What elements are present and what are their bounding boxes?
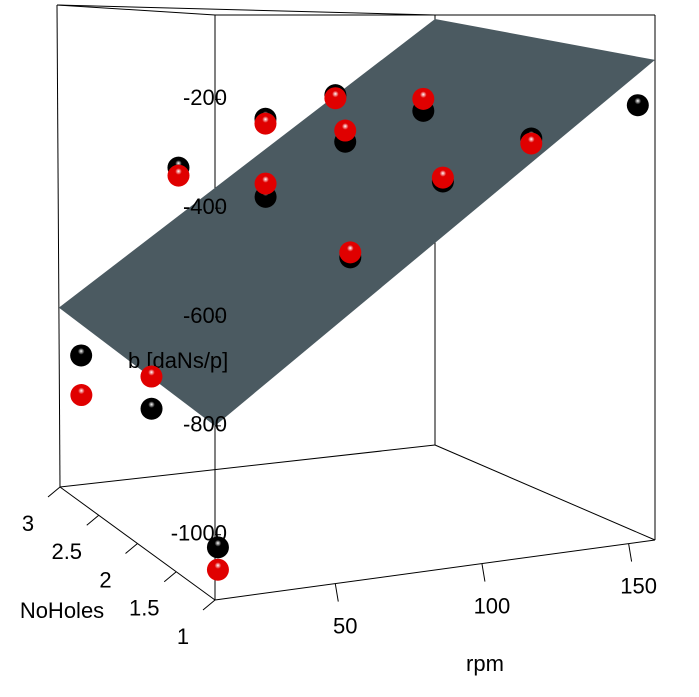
- y-tick: [163, 571, 177, 583]
- data-point: [206, 558, 229, 581]
- box-edge: [56, 4, 436, 16]
- data-point: [520, 132, 543, 155]
- data-point: [70, 344, 93, 367]
- z-tick-label: -200: [183, 85, 227, 110]
- box-edge: [56, 4, 216, 16]
- data-point: [339, 241, 362, 264]
- box-edge: [214, 539, 656, 601]
- box-edge: [56, 4, 61, 488]
- y-tick-label: 1.5: [129, 596, 160, 621]
- x-tick-label: 50: [333, 613, 357, 638]
- data-point: [254, 112, 277, 135]
- y-tick: [47, 486, 61, 498]
- data-point: [140, 397, 163, 420]
- y-tick-label: 2.5: [51, 539, 82, 564]
- regression-surface: [58, 19, 655, 426]
- box-edge: [59, 444, 436, 488]
- y-tick: [125, 543, 138, 554]
- x-tick: [628, 543, 633, 562]
- x-tick: [481, 563, 486, 582]
- data-point: [140, 365, 163, 388]
- z-axis-label: b [daNs/p]: [128, 348, 228, 373]
- data-point: [206, 536, 229, 559]
- data-point: [334, 119, 357, 142]
- data-point: [167, 164, 190, 187]
- y-tick-label: 1: [177, 624, 189, 649]
- x-tick-label: 100: [474, 593, 511, 618]
- z-tick-label: -800: [183, 412, 227, 437]
- data-point: [626, 94, 649, 117]
- z-tick-label: -400: [183, 194, 227, 219]
- y-tick-label: 2: [99, 567, 111, 592]
- data-point: [324, 87, 347, 110]
- y-tick: [202, 599, 216, 611]
- x-tick: [334, 583, 339, 602]
- data-point: [70, 384, 93, 407]
- data-point: [254, 172, 277, 195]
- y-tick-label: 3: [22, 511, 34, 536]
- x-tick-label: 150: [620, 573, 657, 598]
- data-point: [431, 166, 454, 189]
- y-tick: [86, 514, 100, 526]
- z-tick-label: -600: [183, 303, 227, 328]
- data-point: [412, 87, 435, 110]
- x-axis-label: rpm: [466, 651, 504, 676]
- y-axis-label: NoHoles: [20, 598, 104, 623]
- box-edge: [434, 444, 656, 541]
